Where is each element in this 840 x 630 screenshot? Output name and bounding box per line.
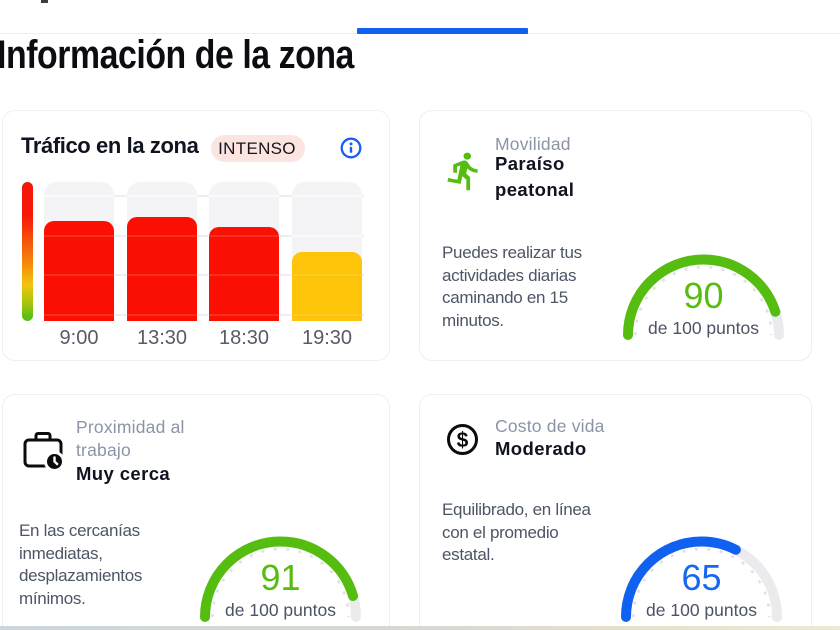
svg-text:$: $ (457, 429, 469, 452)
svg-text:de 100 puntos: de 100 puntos (648, 318, 759, 338)
svg-text:de 100 puntos: de 100 puntos (646, 600, 757, 620)
svg-text:65: 65 (681, 557, 721, 598)
svg-text:de 100 puntos: de 100 puntos (225, 600, 336, 620)
svg-text:90: 90 (683, 275, 723, 316)
svg-text:91: 91 (260, 557, 300, 598)
